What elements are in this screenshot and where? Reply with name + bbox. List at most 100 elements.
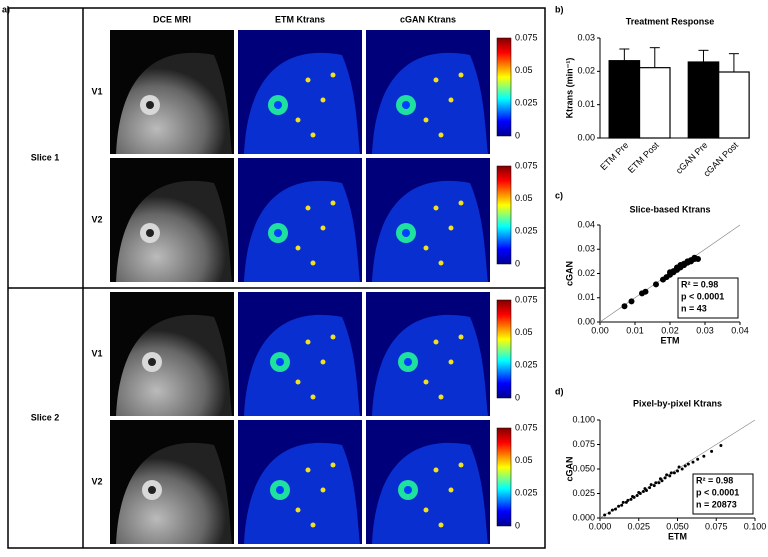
spot [433, 339, 439, 345]
bar [687, 61, 720, 139]
spot [433, 77, 439, 83]
point [652, 484, 656, 488]
point [654, 481, 658, 485]
tissue [116, 52, 232, 154]
tissue [244, 180, 360, 282]
colorbar-tick-label: 0.025 [515, 98, 538, 108]
lesion-core [146, 229, 154, 237]
spot [330, 334, 336, 340]
spot [423, 245, 429, 251]
spot [305, 467, 311, 473]
spot [320, 359, 326, 365]
lesion-core [276, 358, 284, 366]
colorbar-tick-label: 0.075 [515, 294, 538, 304]
point [680, 467, 684, 471]
spot [320, 487, 326, 493]
spot [458, 200, 464, 206]
point [628, 298, 635, 305]
spot [448, 97, 454, 103]
point [621, 500, 625, 504]
stats-text: R² = 0.98 [681, 279, 718, 289]
panel-a-frame [7, 7, 546, 549]
panel-label: b) [555, 4, 564, 14]
colorbar-tick-label: 0.075 [515, 160, 538, 170]
tissue [244, 52, 360, 154]
tissue [372, 442, 488, 544]
y-tick-label: 0.01 [577, 99, 595, 109]
spot [295, 379, 301, 385]
point [665, 473, 669, 477]
point [641, 490, 645, 494]
slice-label: Slice 1 [31, 152, 60, 162]
spot [448, 487, 454, 493]
colorbar-tick-label: 0 [515, 520, 520, 530]
tissue [116, 314, 232, 416]
x-tick-label: ETM Post [626, 140, 661, 175]
y-tick-label: 0.000 [572, 512, 595, 522]
point [676, 469, 679, 473]
x-tick-label: 0.100 [744, 521, 767, 531]
spot [310, 394, 316, 400]
stats-text: n = 20873 [696, 499, 737, 509]
stats-text: R² = 0.98 [696, 475, 733, 485]
lesion-core [402, 101, 410, 109]
visit-label: V2 [91, 476, 102, 486]
point [626, 498, 630, 502]
spot [320, 225, 326, 231]
x-tick-label: 0.075 [705, 521, 728, 531]
point [614, 507, 617, 511]
y-tick-label: 0.050 [572, 463, 595, 473]
y-tick-label: 0.00 [577, 132, 595, 142]
y-tick-label: 0.01 [577, 292, 595, 302]
spot [433, 205, 439, 211]
x-tick-label: 0.000 [589, 521, 612, 531]
spot [438, 132, 444, 138]
bar [638, 67, 671, 139]
point [719, 443, 723, 447]
point [635, 493, 639, 497]
lesion-core [146, 101, 154, 109]
y-tick-label: 0.00 [577, 316, 595, 326]
spot [423, 507, 429, 513]
y-axis-label: cGAN [564, 261, 574, 286]
y-axis-label: cGAN [564, 456, 574, 481]
y-tick-label: 0.02 [577, 268, 595, 278]
panel-label: d) [555, 386, 564, 396]
spot [330, 72, 336, 78]
point [620, 503, 624, 507]
lesion-core [404, 358, 412, 366]
bar [718, 71, 750, 139]
column-header: cGAN Ktrans [400, 14, 456, 24]
chart-title: Treatment Response [626, 16, 715, 26]
point [669, 471, 673, 475]
colorbar-tick-label: 0.025 [515, 488, 538, 498]
column-header: ETM Ktrans [275, 14, 325, 24]
tissue [372, 52, 488, 154]
tissue [116, 180, 232, 282]
spot [438, 260, 444, 266]
point [645, 489, 648, 493]
chart-title: Pixel-by-pixel Ktrans [633, 398, 722, 408]
y-tick-label: 0.02 [577, 66, 595, 76]
visit-label: V2 [91, 214, 102, 224]
x-tick-label: 0.02 [661, 325, 679, 335]
point [696, 457, 700, 461]
x-tick-label: 0.03 [696, 325, 714, 335]
stats-text: p < 0.0001 [696, 487, 739, 497]
spot [310, 260, 316, 266]
colorbar-tick-label: 0.075 [515, 32, 538, 42]
stats-text: p < 0.0001 [681, 291, 724, 301]
spot [295, 117, 301, 123]
spot [438, 394, 444, 400]
stats-text: n = 43 [681, 303, 707, 313]
spot [305, 205, 311, 211]
tissue [244, 442, 360, 544]
bar [608, 60, 641, 139]
spot [458, 462, 464, 468]
lesion-core [274, 229, 282, 237]
x-tick-label: 0.04 [731, 325, 749, 335]
spot [330, 200, 336, 206]
y-tick-label: 0.025 [572, 488, 595, 498]
colorbar [496, 165, 512, 265]
